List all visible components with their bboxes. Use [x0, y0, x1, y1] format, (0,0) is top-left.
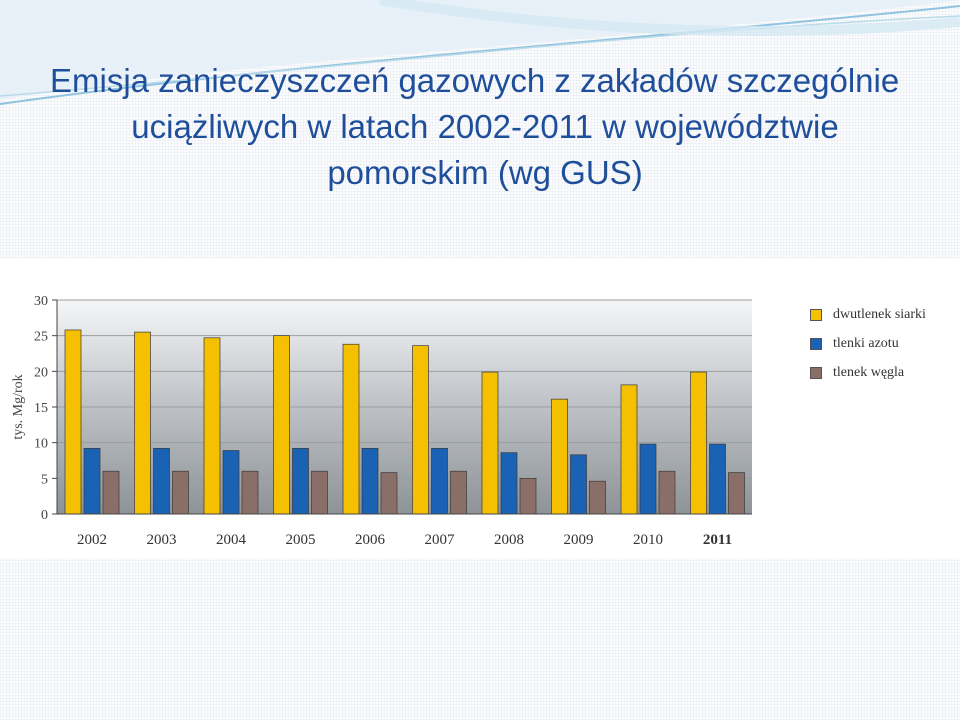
bar-tlenki-azotu-2009	[570, 454, 587, 515]
y-tick-label: 30	[34, 294, 48, 309]
bar-tlenek-węgla-2008	[519, 477, 537, 515]
y-tick-label: 0	[41, 508, 48, 523]
bar-tlenki-azotu-2004	[222, 450, 240, 515]
bar-tlenki-azotu-2010	[639, 443, 657, 515]
legend-label: tlenek węgla	[833, 364, 905, 380]
bar-tlenki-azotu-2006	[361, 448, 379, 515]
header-swoosh-decoration	[0, 0, 960, 105]
x-tick-label: 2002	[77, 532, 107, 548]
y-axis-label: tys. Mg/rok	[11, 374, 26, 439]
bar-tlenek-węgla-2007	[450, 470, 467, 515]
legend-label: dwutlenek siarki	[833, 306, 926, 322]
x-tick-label: 2005	[286, 532, 316, 548]
x-tick-label: 2004	[216, 532, 247, 548]
bar-dwutlenek-siarki-2006	[342, 343, 360, 515]
y-tick-label: 20	[34, 365, 48, 380]
bar-dwutlenek-siarki-2003	[134, 331, 151, 515]
emission-bar-chart: 0 5 10 15 20 25 30 2002 2003 2004 2005 2006 2007 200…	[11, 294, 752, 548]
x-tick-label: 2003	[147, 532, 177, 548]
legend-item-sulfur-dioxide: dwutlenek siarki	[810, 300, 926, 329]
y-tick-label: 5	[41, 472, 48, 487]
y-tick-label: 15	[34, 401, 48, 416]
x-tick-label: 2010	[633, 532, 663, 548]
bar-dwutlenek-siarki-2010	[620, 384, 638, 515]
slide-title: Emisja zanieczyszczeń gazowych z zakładó…	[20, 58, 950, 196]
legend-swatch	[810, 337, 822, 350]
bar-tlenek-węgla-2005	[311, 470, 328, 515]
bar-tlenek-węgla-2006	[380, 472, 398, 515]
bar-dwutlenek-siarki-2008	[481, 371, 499, 515]
bar-dwutlenek-siarki-2005	[273, 335, 290, 515]
bar-tlenek-węgla-2009	[589, 480, 606, 515]
title-line-1: Emisja zanieczyszczeń gazowych z zakładó…	[50, 62, 900, 99]
bar-dwutlenek-siarki-2004	[203, 337, 221, 515]
bar-tlenek-węgla-2003	[172, 470, 189, 515]
x-tick-label: 2008	[494, 532, 524, 548]
legend-item-carbon-monoxide: tlenek węgla	[810, 358, 926, 387]
legend-swatch	[810, 308, 822, 321]
bar-dwutlenek-siarki-2011	[690, 371, 707, 515]
y-tick-label: 10	[34, 437, 48, 452]
bar-dwutlenek-siarki-2002	[64, 329, 82, 515]
bar-tlenek-węgla-2002	[102, 470, 120, 515]
bar-tlenki-azotu-2005	[292, 448, 309, 515]
bar-tlenek-węgla-2011	[728, 472, 745, 515]
x-tick-label: 2006	[355, 532, 386, 548]
y-tick-label: 25	[34, 330, 48, 345]
legend-swatch	[810, 366, 822, 379]
bar-tlenki-azotu-2011	[709, 443, 726, 515]
x-tick-label: 2007	[425, 532, 456, 548]
x-tick-label: 2011	[703, 532, 732, 548]
legend-item-nitrogen-oxides: tlenki azotu	[810, 329, 926, 358]
bar-dwutlenek-siarki-2007	[412, 345, 429, 515]
chart-legend: dwutlenek siarki tlenki azotu tlenek węg…	[810, 300, 926, 387]
bar-tlenki-azotu-2002	[83, 448, 101, 515]
title-line-3: pomorskim (wg GUS)	[327, 154, 643, 191]
bar-tlenki-azotu-2003	[153, 448, 170, 515]
title-line-2: uciążliwych w latach 2002-2011 w wojewód…	[131, 108, 839, 145]
legend-label: tlenki azotu	[833, 335, 899, 351]
bar-dwutlenek-siarki-2009	[551, 398, 568, 515]
bar-tlenki-azotu-2008	[500, 452, 518, 515]
bar-tlenek-węgla-2004	[241, 470, 259, 515]
bar-tlenek-węgla-2010	[658, 470, 676, 515]
x-tick-label: 2009	[564, 532, 594, 548]
chart-area: 0 5 10 15 20 25 30 2002 2003 2004 2005 2006 2007 200…	[0, 258, 960, 558]
bar-tlenki-azotu-2007	[431, 448, 448, 515]
